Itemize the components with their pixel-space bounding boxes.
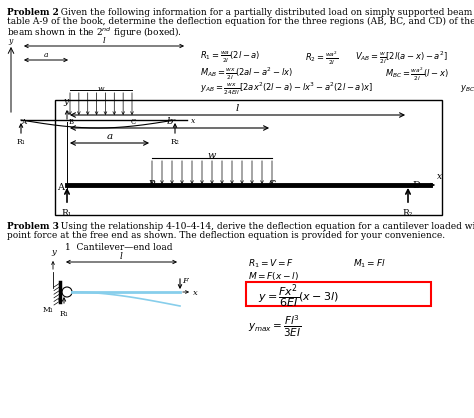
Text: 1  Cantilever—end load: 1 Cantilever—end load (65, 243, 173, 252)
Text: $y = \dfrac{Fx^2}{6EI}(x - 3l)$: $y = \dfrac{Fx^2}{6EI}(x - 3l)$ (258, 283, 339, 311)
Text: l: l (103, 37, 105, 45)
Text: $M_{BC} = \frac{wa^2}{2l}(l-x)$: $M_{BC} = \frac{wa^2}{2l}(l-x)$ (385, 66, 449, 83)
Text: . Using the relationship 4-10–4-14, derive the deflection equation for a cantile: . Using the relationship 4-10–4-14, deri… (55, 222, 474, 231)
Text: x: x (193, 289, 198, 297)
Text: R₁: R₁ (17, 138, 26, 146)
Text: x: x (191, 117, 195, 125)
Text: l: l (236, 104, 239, 113)
Text: $y_{AB} = \frac{wx}{24EIl}[2ax^2(2l-a)-lx^3-a^2(2l-a)x]$: $y_{AB} = \frac{wx}{24EIl}[2ax^2(2l-a)-l… (200, 81, 373, 97)
Text: y: y (63, 97, 68, 106)
Text: point force at the free end as shown. The deflection equation is provided for yo: point force at the free end as shown. Th… (7, 231, 445, 240)
Text: . Given the following information for a partially distributed load on simply sup: . Given the following information for a … (55, 8, 474, 17)
Bar (246, 282, 431, 306)
Text: y: y (8, 37, 12, 45)
Text: $R_1 = \frac{wa}{2l}(2l-a)$: $R_1 = \frac{wa}{2l}(2l-a)$ (200, 50, 260, 65)
Text: R₁: R₁ (60, 310, 68, 318)
Text: w: w (208, 151, 216, 160)
Text: B: B (69, 118, 73, 126)
Text: R₂: R₂ (171, 138, 179, 146)
Text: $R_1 = V = F$: $R_1 = V = F$ (248, 258, 294, 270)
Text: R₁: R₁ (62, 209, 72, 218)
Text: $V_{AB} = \frac{w}{2l}[2l(a-x)-a^2]$: $V_{AB} = \frac{w}{2l}[2l(a-x)-a^2]$ (355, 50, 448, 66)
Bar (55, 100, 442, 215)
Text: $M_1 = Fl$: $M_1 = Fl$ (353, 258, 386, 270)
Text: x: x (437, 172, 442, 181)
Text: $R_2 = \frac{wa^2}{2l}$: $R_2 = \frac{wa^2}{2l}$ (305, 50, 338, 67)
Text: $y_{BC} = y_{AB}+\frac{w}{24EI}(x-a)^4$: $y_{BC} = y_{AB}+\frac{w}{24EI}(x-a)^4$ (460, 81, 474, 97)
Text: b: b (166, 117, 173, 126)
Text: $M_{AB} = \frac{wx}{2l}(2al-a^2-lx)$: $M_{AB} = \frac{wx}{2l}(2al-a^2-lx)$ (200, 66, 293, 82)
Text: w: w (98, 85, 104, 93)
Text: F: F (182, 277, 188, 285)
Text: $y_{max} = \dfrac{Fl^3}{3EI}$: $y_{max} = \dfrac{Fl^3}{3EI}$ (248, 314, 301, 339)
Text: beam shown in the 2$^{nd}$ figure (boxed).: beam shown in the 2$^{nd}$ figure (boxed… (7, 26, 182, 41)
Text: A: A (57, 183, 64, 191)
Text: Problem 2: Problem 2 (7, 8, 59, 17)
Text: C: C (130, 118, 136, 126)
Text: Problem 3: Problem 3 (7, 222, 59, 231)
Text: y: y (51, 248, 56, 256)
Text: a: a (107, 132, 112, 141)
Text: R₂: R₂ (403, 209, 413, 218)
Text: $M = F(x-l)$: $M = F(x-l)$ (248, 270, 299, 282)
Text: l: l (120, 252, 123, 261)
Text: C: C (268, 180, 276, 189)
Text: B: B (148, 180, 155, 189)
Text: A: A (21, 118, 26, 126)
Text: a: a (44, 51, 48, 59)
Text: table A-9 of the book, determine the deflection equation for the three regions (: table A-9 of the book, determine the def… (7, 17, 474, 26)
Text: D: D (412, 181, 420, 191)
Text: M₁: M₁ (43, 306, 54, 314)
